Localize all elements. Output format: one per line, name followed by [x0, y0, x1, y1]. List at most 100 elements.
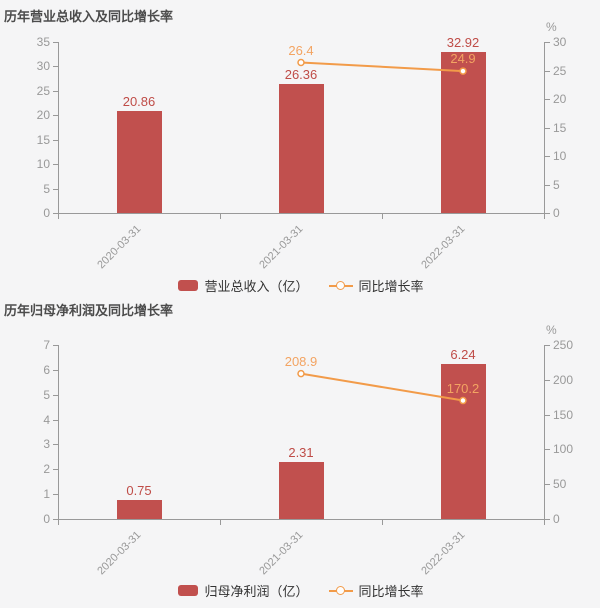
- bar: [116, 500, 162, 519]
- x-axis-tick: [220, 214, 221, 219]
- left-axis-tick-label: 20: [36, 108, 50, 123]
- left-axis-tick-label: 4: [43, 412, 50, 427]
- line-marker-icon: [328, 585, 353, 595]
- right-axis-tick: [545, 414, 550, 416]
- right-axis-tick-label: 30: [553, 35, 567, 49]
- left-axis-tick: [53, 494, 58, 496]
- bar-value-label: 6.24: [450, 346, 476, 362]
- chart-title: 历年营业总收入及同比增长率: [4, 9, 174, 24]
- bar-value-label: 20.86: [122, 94, 156, 110]
- left-axis-tick-label: 6: [43, 362, 50, 377]
- x-axis-tick: [544, 520, 545, 525]
- bar: [278, 461, 324, 519]
- right-axis-tick: [545, 184, 550, 186]
- right-axis-tick-label: 200: [553, 372, 574, 387]
- left-axis-tick-label: 7: [43, 338, 50, 352]
- line-point: [297, 369, 305, 378]
- left-axis-tick: [53, 419, 58, 421]
- left-axis-tick: [53, 369, 58, 371]
- x-axis-tick: [382, 214, 383, 219]
- line-value-label: 208.9: [284, 353, 318, 369]
- right-axis-tick-label: 0: [553, 512, 560, 526]
- right-axis-tick: [545, 519, 550, 520]
- left-axis-tick: [53, 164, 58, 166]
- right-axis-tick-label: 10: [553, 149, 567, 163]
- x-axis-tick: [58, 520, 59, 525]
- left-axis-tick: [53, 444, 58, 446]
- right-axis-tick: [545, 345, 550, 346]
- left-axis-tick-label: 2: [43, 462, 50, 477]
- right-axis-tick-label: 150: [553, 407, 574, 422]
- right-axis-tick: [545, 42, 550, 43]
- legend-item-bar-series[interactable]: 营业总收入（亿）: [178, 276, 309, 295]
- left-axis-tick: [53, 394, 58, 396]
- left-axis-tick: [53, 42, 58, 43]
- right-axis-unit: %: [546, 323, 557, 337]
- right-axis-tick-label: 0: [553, 206, 560, 220]
- right-axis-tick-label: 250: [553, 338, 574, 352]
- line-value-label: 170.2: [446, 380, 480, 396]
- right-axis-tick-label: 20: [553, 92, 567, 106]
- right-axis-tick-label: 5: [553, 177, 560, 192]
- right-axis-tick-label: 50: [553, 477, 567, 492]
- x-axis-tick: [382, 520, 383, 525]
- bar-value-label: 26.36: [284, 67, 318, 83]
- left-axis-tick: [53, 519, 58, 520]
- left-axis-tick-label: 0: [43, 206, 50, 220]
- right-axis-tick: [545, 379, 550, 381]
- left-axis-tick: [53, 213, 58, 214]
- left-axis-tick-label: 15: [36, 132, 50, 147]
- left-axis-tick: [53, 66, 58, 68]
- right-axis-tick-label: 100: [553, 442, 574, 457]
- left-axis-tick: [53, 90, 58, 92]
- legend-item-label: 同比增长率: [358, 278, 424, 294]
- bar-value-label: 0.75: [126, 483, 152, 499]
- legend-item-bar-series[interactable]: 归母净利润（亿）: [178, 581, 309, 600]
- line-point: [297, 58, 305, 67]
- bar-swatch-icon: [178, 279, 199, 291]
- x-axis-tick: [58, 214, 59, 219]
- right-axis-tick: [545, 213, 550, 214]
- right-axis-tick: [545, 449, 550, 451]
- left-axis-tick-label: 0: [43, 512, 50, 526]
- left-axis-tick-label: 1: [43, 487, 50, 502]
- revenue-growth-chart: 历年营业总收入及同比增长率 0 5 10 15 20 25 30 35 0 5 10 15 20 25 30…: [0, 0, 600, 296]
- left-axis-tick-label: 30: [36, 59, 50, 74]
- bar: [116, 111, 162, 213]
- bar-value-label: 32.92: [446, 35, 480, 51]
- left-axis-tick-label: 25: [36, 83, 50, 98]
- bar-swatch-icon: [178, 584, 199, 596]
- line-swatch-ring: [335, 585, 345, 595]
- chart-title: 历年归母净利润及同比增长率: [4, 303, 174, 318]
- bar: [440, 52, 486, 213]
- legend-item-label: 同比增长率: [358, 583, 424, 599]
- left-axis-tick: [53, 188, 58, 190]
- x-axis-tick: [544, 214, 545, 219]
- right-axis-tick: [545, 127, 550, 129]
- legend-item-label: 归母净利润（亿）: [204, 583, 309, 599]
- right-axis-tick-label: 15: [553, 120, 567, 135]
- left-axis-tick: [53, 345, 58, 346]
- left-axis-tick-label: 10: [36, 157, 50, 172]
- left-axis-tick: [53, 469, 58, 471]
- right-axis-tick: [545, 484, 550, 486]
- y-axis-left: [58, 42, 59, 213]
- legend: 归母净利润（亿） 同比增长率: [58, 581, 544, 600]
- right-axis-tick: [545, 70, 550, 72]
- left-axis-tick-label: 5: [43, 181, 50, 196]
- line-value-label: 24.9: [450, 51, 476, 67]
- legend-item-line-series[interactable]: 同比增长率: [328, 276, 424, 295]
- right-axis-tick: [545, 99, 550, 100]
- x-axis: [58, 213, 545, 214]
- line-value-label: 26.4: [288, 42, 314, 58]
- line-marker-icon: [328, 280, 353, 290]
- line-swatch-ring: [335, 280, 345, 290]
- y-axis-left: [58, 345, 59, 519]
- legend-item-line-series[interactable]: 同比增长率: [328, 581, 424, 600]
- left-axis-tick-label: 5: [43, 387, 50, 402]
- x-axis-tick: [220, 520, 221, 525]
- left-axis-tick: [53, 139, 58, 141]
- left-axis-tick: [53, 115, 58, 117]
- right-axis-tick-label: 25: [553, 63, 567, 78]
